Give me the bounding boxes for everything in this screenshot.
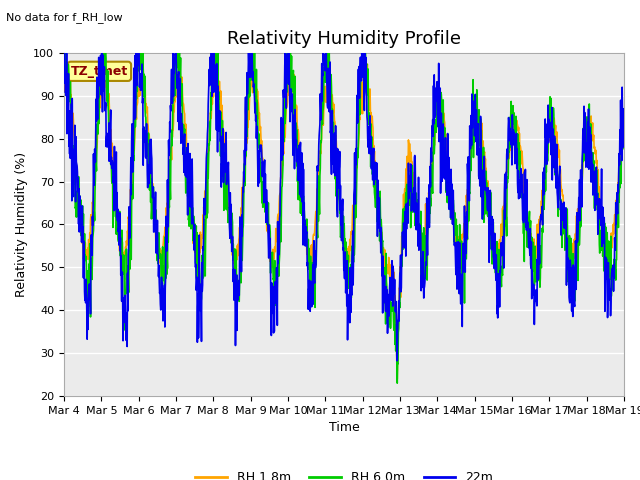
X-axis label: Time: Time <box>328 421 360 434</box>
RH 1.8m <box>127 186 134 192</box>
RH 1.8m <box>60 86 68 92</box>
Text: No data for f_RH_low: No data for f_RH_low <box>6 12 123 23</box>
RH 1.8m <box>379 254 387 260</box>
22m <box>61 50 68 56</box>
RH 1.8m <box>310 232 317 238</box>
RH 6.0m <box>394 380 401 386</box>
Text: TZ_tmet: TZ_tmet <box>70 65 128 78</box>
Line: 22m: 22m <box>64 53 624 361</box>
Title: Relativity Humidity Profile: Relativity Humidity Profile <box>227 30 461 48</box>
RH 1.8m <box>100 61 108 67</box>
22m <box>620 140 628 145</box>
RH 1.8m <box>298 185 306 191</box>
RH 1.8m <box>394 376 401 382</box>
RH 1.8m <box>620 126 628 132</box>
RH 6.0m <box>310 286 317 292</box>
RH 6.0m <box>620 146 628 152</box>
22m <box>298 150 306 156</box>
RH 6.0m <box>104 68 111 73</box>
22m <box>320 60 328 65</box>
Line: RH 6.0m: RH 6.0m <box>64 53 624 383</box>
RH 6.0m <box>320 98 328 104</box>
RH 1.8m <box>104 76 111 82</box>
Legend: RH 1.8m, RH 6.0m, 22m: RH 1.8m, RH 6.0m, 22m <box>190 466 498 480</box>
RH 1.8m <box>320 111 328 117</box>
22m <box>104 139 111 145</box>
RH 6.0m <box>60 59 68 65</box>
22m <box>394 358 401 364</box>
Line: RH 1.8m: RH 1.8m <box>64 64 624 379</box>
22m <box>310 244 317 250</box>
22m <box>60 54 68 60</box>
RH 6.0m <box>61 50 68 56</box>
22m <box>127 182 134 188</box>
RH 6.0m <box>298 213 306 218</box>
22m <box>379 253 387 259</box>
RH 6.0m <box>127 235 134 241</box>
RH 6.0m <box>379 263 387 268</box>
Y-axis label: Relativity Humidity (%): Relativity Humidity (%) <box>15 152 28 297</box>
